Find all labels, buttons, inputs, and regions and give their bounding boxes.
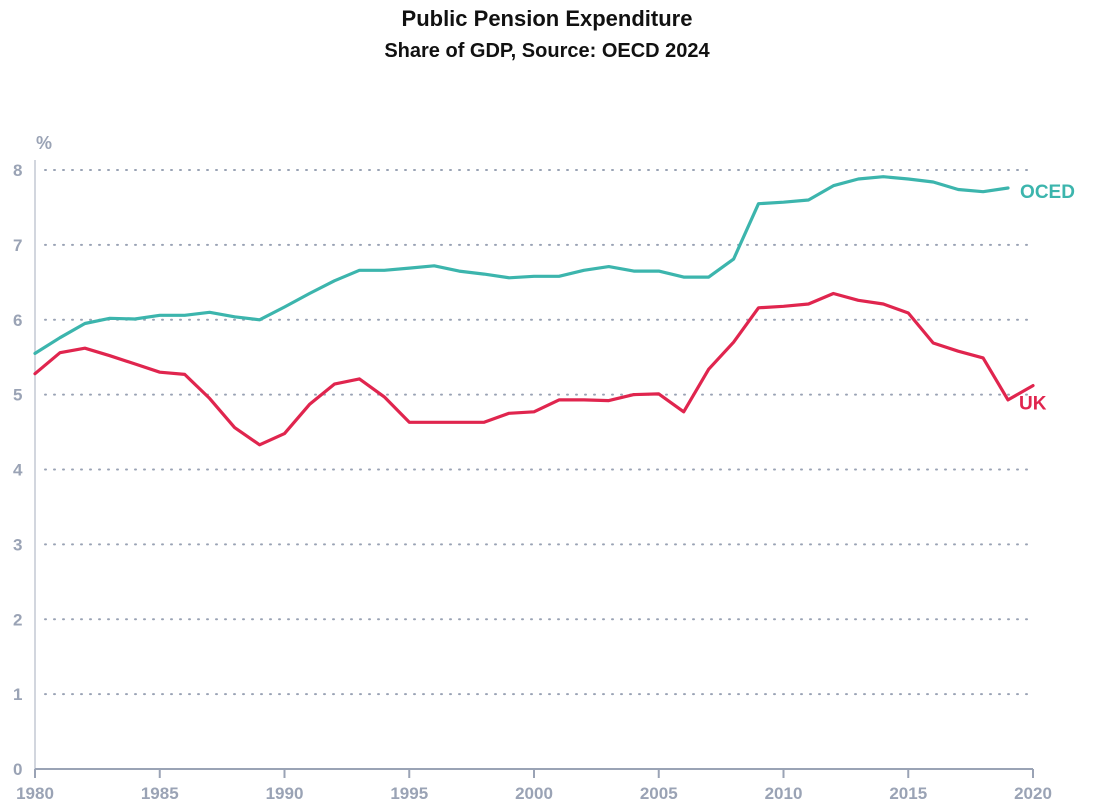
series-line-uk [33,291,1035,447]
y-tick-label-3: 3 [13,535,22,554]
x-tick-label-2020: 2020 [1014,784,1052,803]
y-tick-label-2: 2 [13,610,22,629]
y-tick-label-6: 6 [13,311,22,330]
x-tick-label-2005: 2005 [640,784,678,803]
y-axis-unit-label: % [36,133,52,153]
y-axis-ticks: 0 1 2 3 4 5 6 7 8 [13,161,23,779]
x-tick-label-1980: 1980 [16,784,54,803]
y-tick-label-0: 0 [13,760,22,779]
series-lines [33,175,1035,447]
x-tick-label-1990: 1990 [266,784,304,803]
y-tick-label-5: 5 [13,386,22,405]
y-tick-label-1: 1 [13,685,22,704]
x-tick-label-2015: 2015 [889,784,927,803]
x-tick-label-1995: 1995 [390,784,428,803]
series-label-uk: UK [1019,394,1047,415]
x-tick-label-2010: 2010 [765,784,803,803]
x-axis-ticks: 1980 1985 1990 1995 2000 2005 2010 2015 2020 [16,769,1052,803]
y-tick-label-7: 7 [13,236,22,255]
series-label-oced: OCED [1020,182,1075,203]
chart-title: Public Pension Expenditure [401,6,693,31]
series-line-oced [33,175,1010,355]
series-labels: OCED UK [1019,182,1075,415]
x-tick-label-1985: 1985 [141,784,179,803]
y-tick-label-4: 4 [13,461,23,480]
gridlines [44,169,1034,696]
y-tick-label-8: 8 [13,161,22,180]
axes [34,160,1033,770]
chart-subtitle: Share of GDP, Source: OECD 2024 [384,40,710,62]
x-tick-label-2000: 2000 [515,784,553,803]
